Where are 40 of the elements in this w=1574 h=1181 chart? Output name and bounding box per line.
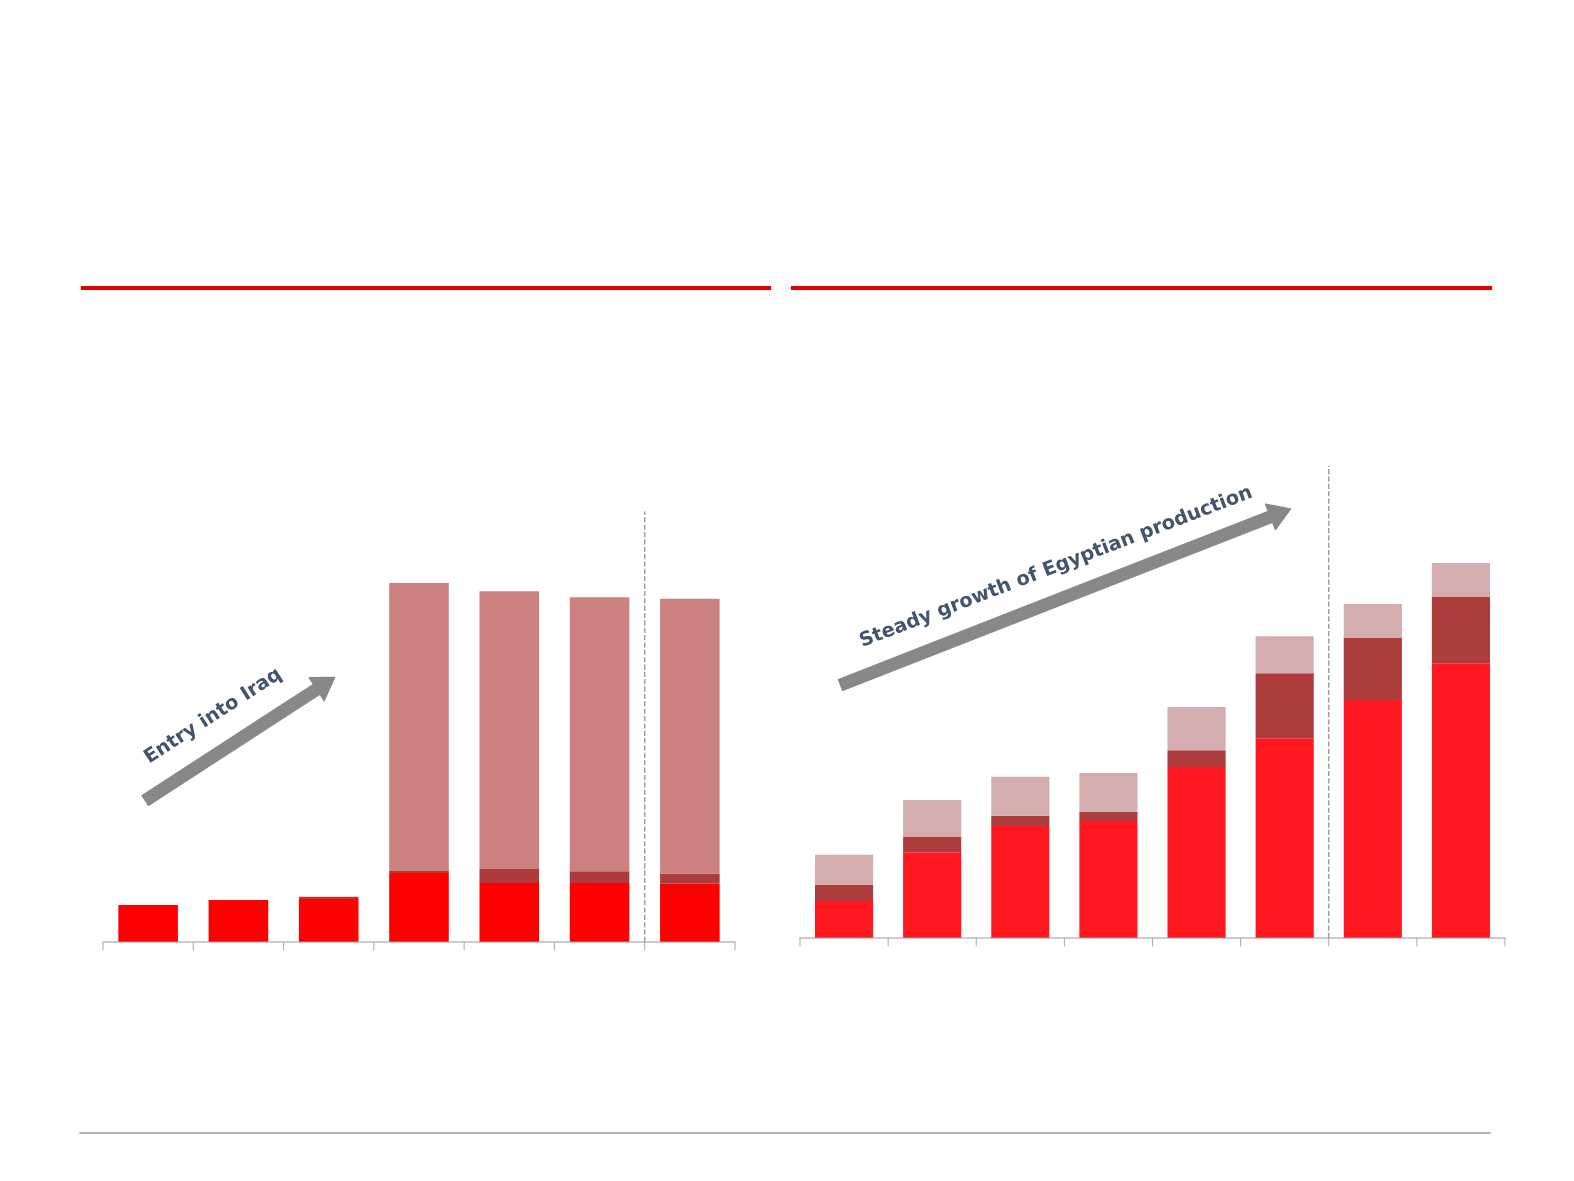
- bar: [389, 870, 449, 874]
- bar: [814, 900, 874, 938]
- bar: [569, 871, 630, 884]
- bar: [660, 598, 720, 874]
- bar: [569, 597, 630, 872]
- bar: [1079, 773, 1138, 812]
- bar: [660, 883, 720, 942]
- bar: [389, 873, 449, 942]
- bar: [479, 591, 540, 870]
- bar: [298, 896, 359, 899]
- bar: [1079, 821, 1138, 938]
- bar: [569, 883, 630, 942]
- bar: [1079, 812, 1138, 821]
- bar: [1431, 563, 1491, 598]
- bar: [1431, 663, 1491, 938]
- bar: [991, 776, 1050, 816]
- bar: [1167, 750, 1226, 767]
- bar: [814, 854, 874, 885]
- bar: [208, 900, 269, 942]
- bar: [903, 837, 962, 853]
- bar: [389, 583, 449, 871]
- bar: [903, 800, 962, 838]
- bar: [479, 883, 540, 942]
- bar: [1343, 699, 1402, 938]
- bar: [1167, 767, 1226, 938]
- bar: [479, 869, 540, 884]
- bar: [1343, 638, 1402, 700]
- bar: [814, 884, 874, 901]
- bar: [1255, 738, 1314, 938]
- bar: [1431, 597, 1491, 664]
- bar: [991, 815, 1050, 826]
- bar: [1255, 636, 1314, 674]
- bar: [903, 852, 962, 938]
- bar: [660, 873, 720, 884]
- bar: [118, 905, 178, 942]
- bar: [1167, 707, 1226, 751]
- bar: [1343, 603, 1402, 638]
- bar: [1255, 673, 1314, 739]
- bar: [298, 898, 359, 942]
- bar: [991, 825, 1050, 938]
